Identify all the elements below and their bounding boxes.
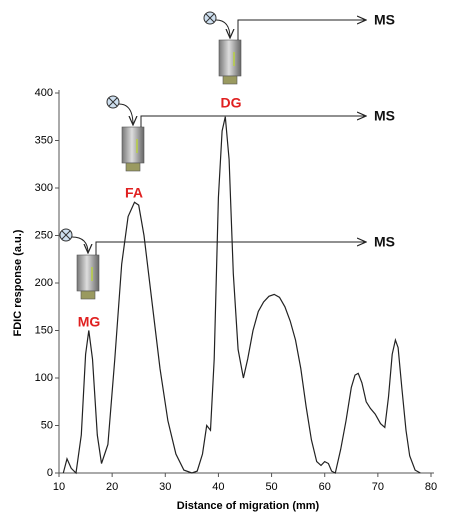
x-tick-label: 70 <box>372 481 384 493</box>
ms-label: MS <box>374 12 395 28</box>
x-tick-label: 20 <box>106 481 118 493</box>
inlet-arrow <box>118 103 133 125</box>
detector-body <box>121 126 145 164</box>
peak-label: FA <box>125 185 143 201</box>
detector: MS DG <box>203 11 395 111</box>
ms-label: MS <box>374 234 395 250</box>
line <box>62 116 421 475</box>
ms-line <box>140 116 366 127</box>
detector-tip <box>222 75 238 85</box>
inlet-arrow <box>215 19 230 38</box>
detector-tip <box>125 162 141 172</box>
peak-label: MG <box>78 314 101 330</box>
x-tick-label: 80 <box>425 481 437 493</box>
y-tick-label: 50 <box>41 419 53 431</box>
inlet-arrow <box>71 236 88 253</box>
peak-label: DG <box>221 95 242 111</box>
y-tick-label: 400 <box>35 87 53 99</box>
y-tick-label: 0 <box>47 467 53 479</box>
y-tick-label: 300 <box>35 182 53 194</box>
x-tick-label: 10 <box>53 481 65 493</box>
y-tick-label: 150 <box>35 324 53 336</box>
y-tick-label: 250 <box>35 229 53 241</box>
x-tick-label: 50 <box>265 481 277 493</box>
x-tick-label: 40 <box>212 481 224 493</box>
valve-cross <box>108 97 118 107</box>
ms-line <box>237 20 366 40</box>
detector: MS FA <box>106 95 395 201</box>
detector: MS MG <box>59 228 395 330</box>
x-axis-label: Distance of migration (mm) <box>177 500 320 512</box>
detector-body <box>218 39 242 77</box>
x-tick-label: 60 <box>319 481 331 493</box>
detector-tip <box>80 290 96 300</box>
y-axis-label: FDIC response (a.u.) <box>12 229 24 336</box>
ms-label: MS <box>374 108 395 124</box>
valve-cross <box>61 230 71 240</box>
valve-cross <box>205 13 215 23</box>
y-tick-label: 350 <box>35 134 53 146</box>
x-tick-label: 30 <box>159 481 171 493</box>
detector-body <box>76 254 100 292</box>
y-tick-label: 200 <box>35 277 53 289</box>
y-tick-label: 100 <box>35 372 53 384</box>
ms-line <box>95 242 366 255</box>
